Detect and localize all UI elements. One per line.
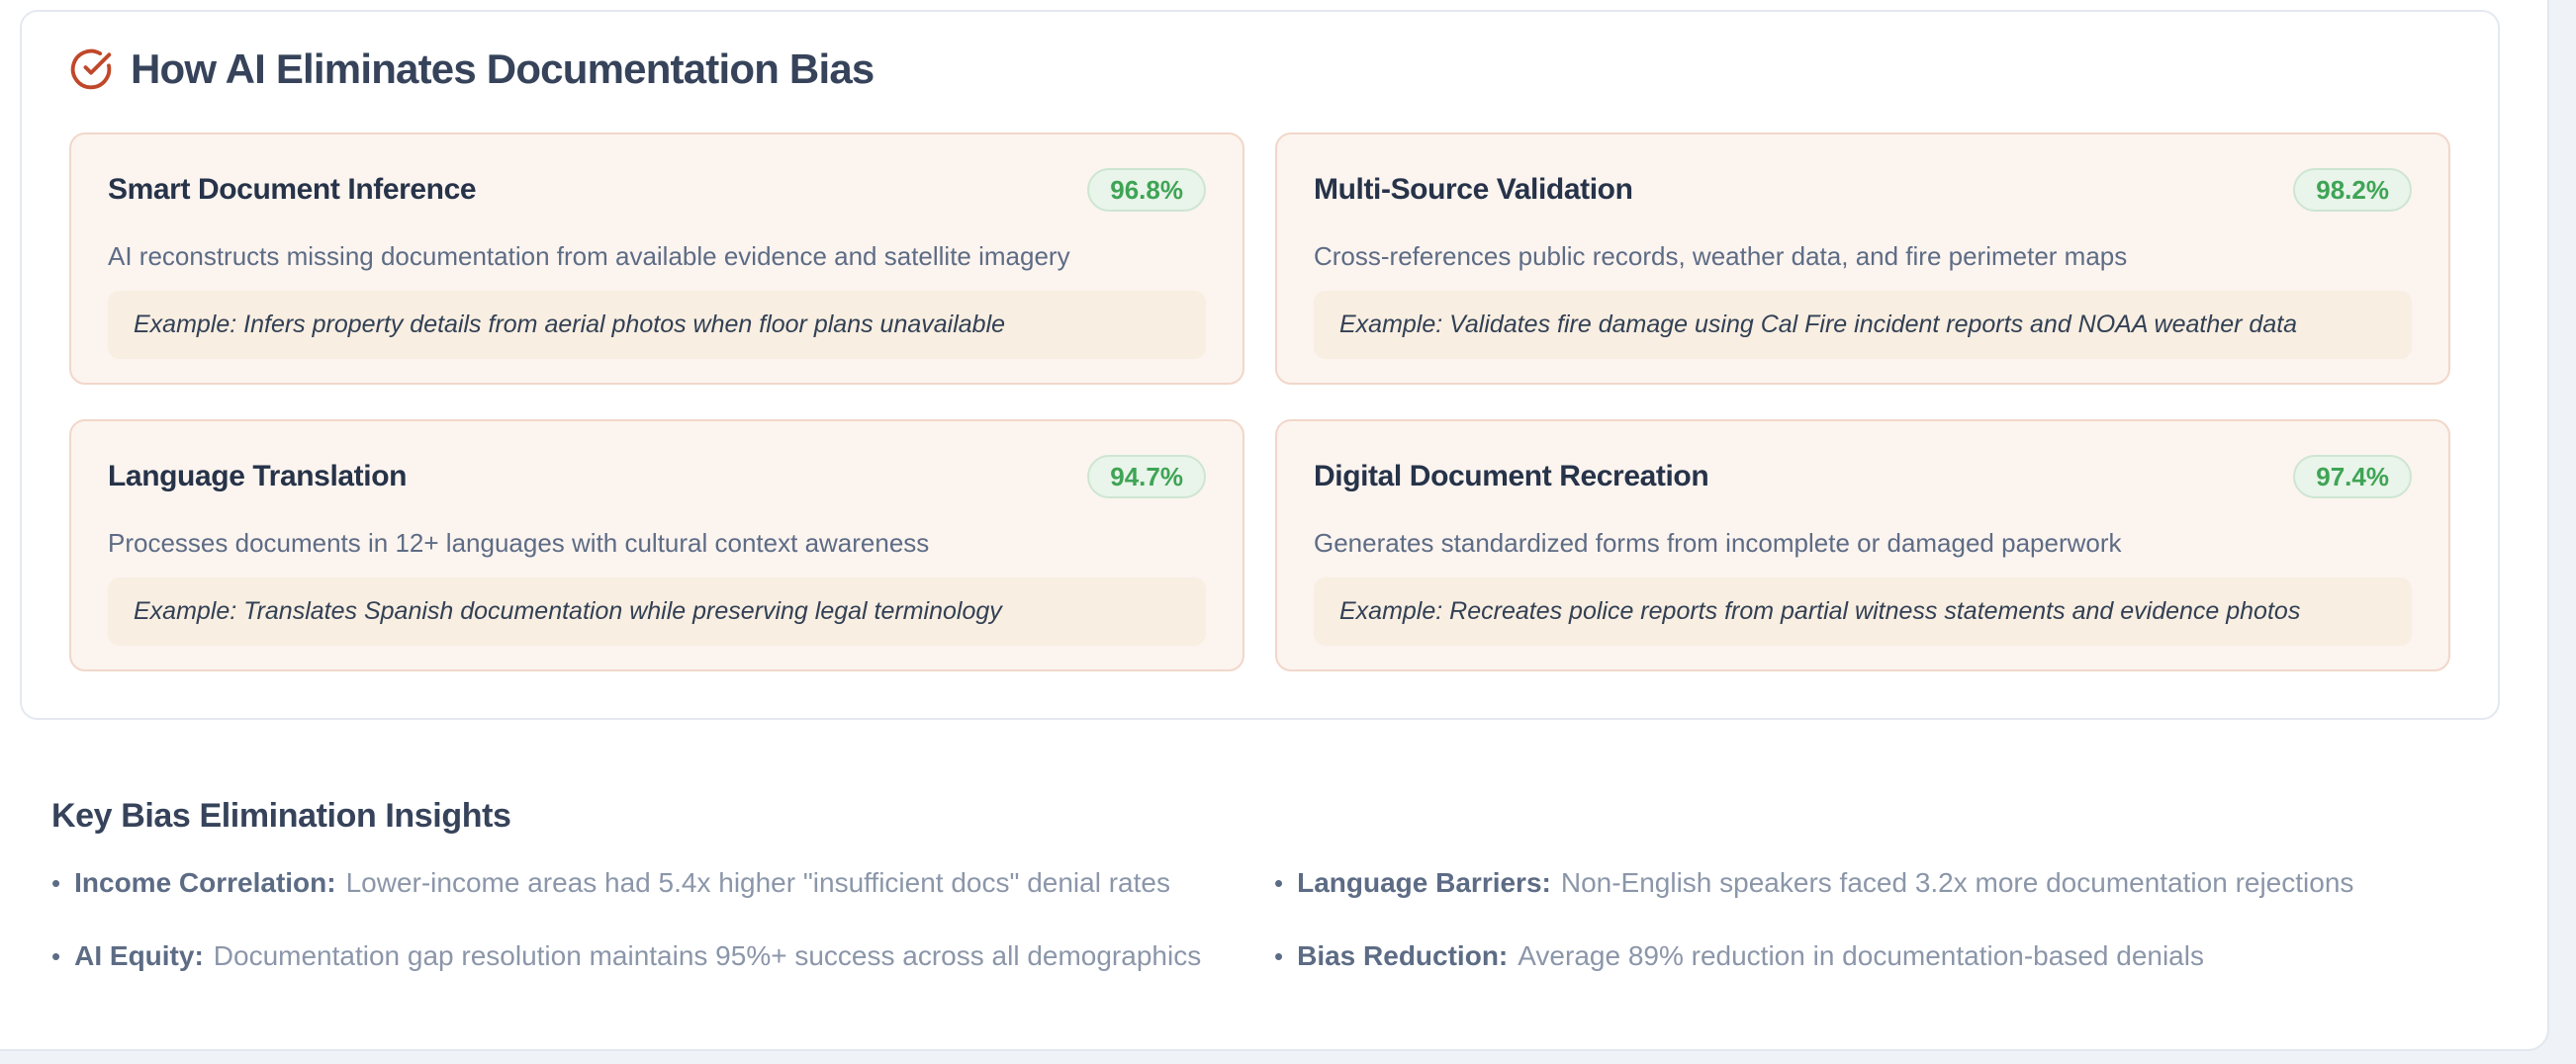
method-card-smart-document-inference: Smart Document Inference 96.8% AI recons… — [69, 133, 1244, 385]
card-header: Digital Document Recreation 97.4% — [1314, 455, 2412, 498]
accuracy-badge: 96.8% — [1087, 168, 1206, 212]
insight-text: Non-English speakers faced 3.2x more doc… — [1560, 867, 2354, 898]
method-card-multi-source-validation: Multi-Source Validation 98.2% Cross-refe… — [1275, 133, 2450, 385]
method-title: Smart Document Inference — [108, 173, 477, 206]
method-description: Cross-references public records, weather… — [1314, 241, 2128, 271]
insights-section: Key Bias Elimination Insights • Income Co… — [51, 797, 2497, 972]
documentation-bias-panel: How AI Eliminates Documentation Bias Sma… — [20, 10, 2500, 720]
card-header: Multi-Source Validation 98.2% — [1314, 168, 2412, 212]
insights-grid: • Income Correlation: Lower-income areas h… — [51, 867, 2497, 972]
insight-text: Documentation gap resolution maintains 9… — [213, 940, 1202, 971]
insight-ai-equity: • AI Equity: Documentation gap resolution … — [51, 940, 1274, 972]
panel-title: How AI Eliminates Documentation Bias — [131, 45, 874, 92]
method-example: Example: Validates fire damage using Cal… — [1314, 291, 2412, 359]
method-title: Language Translation — [108, 460, 408, 492]
method-example: Example: Translates Spanish documentatio… — [108, 577, 1206, 646]
method-example: Example: Infers property details from ae… — [108, 291, 1206, 359]
method-title: Multi-Source Validation — [1314, 173, 1633, 206]
accuracy-badge: 98.2% — [2293, 168, 2412, 212]
insights-heading: Key Bias Elimination Insights — [51, 797, 511, 835]
accuracy-badge: 97.4% — [2293, 455, 2412, 498]
insight-label: Bias Reduction: — [1297, 940, 1509, 971]
insight-label: AI Equity: — [74, 940, 204, 971]
panel-header: How AI Eliminates Documentation Bias — [69, 44, 2450, 95]
bullet-icon: • — [1274, 868, 1284, 898]
check-circle-icon — [69, 47, 113, 91]
method-example: Example: Recreates police reports from p… — [1314, 577, 2412, 646]
method-description: Processes documents in 12+ languages wit… — [108, 528, 930, 558]
accuracy-badge: 94.7% — [1087, 455, 1206, 498]
insight-label: Income Correlation: — [74, 867, 336, 898]
card-header: Smart Document Inference 96.8% — [108, 168, 1206, 212]
method-card-digital-document-recreation: Digital Document Recreation 97.4% Genera… — [1275, 419, 2450, 671]
method-card-language-translation: Language Translation 94.7% Processes doc… — [69, 419, 1244, 671]
bullet-icon: • — [1274, 941, 1284, 971]
card-header: Language Translation 94.7% — [108, 455, 1206, 498]
method-cards-grid: Smart Document Inference 96.8% AI recons… — [69, 133, 2450, 671]
method-description: AI reconstructs missing documentation fr… — [108, 241, 1070, 271]
insight-text: Lower-income areas had 5.4x higher "insu… — [345, 867, 1170, 898]
method-description: Generates standardized forms from incomp… — [1314, 528, 2122, 558]
insight-language-barriers: • Language Barriers: Non-English speakers … — [1274, 867, 2497, 899]
method-title: Digital Document Recreation — [1314, 460, 1709, 492]
bullet-icon: • — [51, 868, 61, 898]
insight-bias-reduction: • Bias Reduction: Average 89% reduction in… — [1274, 940, 2497, 972]
bullet-icon: • — [51, 941, 61, 971]
insight-label: Language Barriers: — [1297, 867, 1551, 898]
insight-income-correlation: • Income Correlation: Lower-income areas h… — [51, 867, 1274, 899]
insight-text: Average 89% reduction in documentation-b… — [1518, 940, 2204, 971]
